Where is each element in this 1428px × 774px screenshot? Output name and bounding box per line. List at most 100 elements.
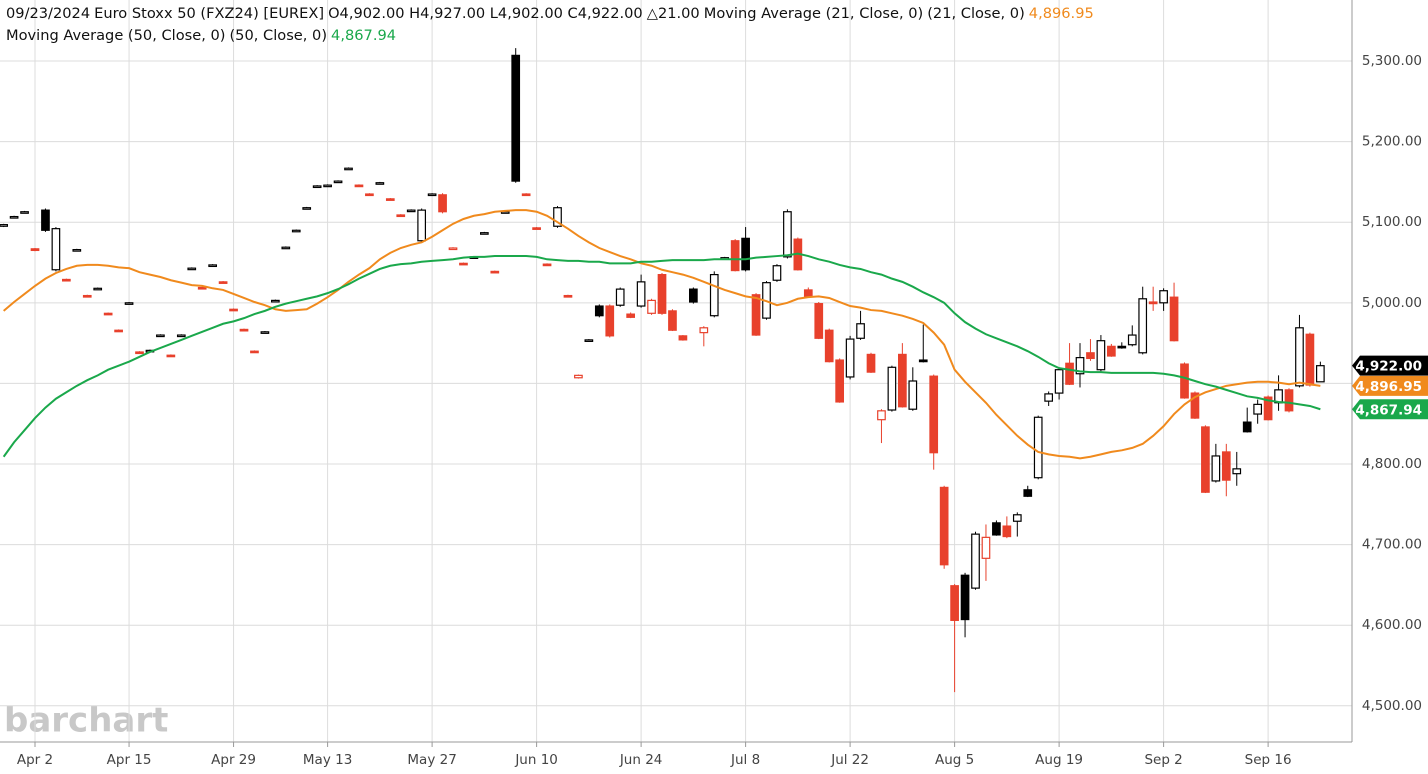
- candle-body: [594, 305, 604, 317]
- y-tick-label: 5,000.00: [1362, 295, 1422, 311]
- candle-body: [1221, 451, 1231, 481]
- candle-body: [1138, 298, 1148, 354]
- candle-body: [908, 380, 918, 410]
- candle-body: [239, 328, 249, 332]
- candle-body: [197, 286, 207, 290]
- x-tick-label: Aug 5: [935, 752, 974, 768]
- price-badge: [1352, 355, 1428, 376]
- x-tick-label: Aug 19: [1035, 752, 1083, 768]
- candle-body: [1127, 334, 1137, 346]
- candle-body: [365, 193, 374, 197]
- y-tick-label: 4,800.00: [1362, 456, 1422, 472]
- candle-body: [1190, 392, 1200, 419]
- candle-body: [218, 281, 228, 284]
- candle-body: [1159, 290, 1168, 304]
- candle-body: [62, 278, 71, 282]
- candle-body: [563, 294, 573, 298]
- candle-body: [427, 193, 437, 197]
- candle-body: [584, 339, 594, 342]
- candle-body: [772, 265, 782, 281]
- candle-body: [950, 585, 959, 621]
- candle-body: [574, 374, 583, 379]
- candle-body: [312, 185, 322, 189]
- candle-body: [960, 574, 970, 621]
- candle-body: [385, 198, 395, 201]
- candle-body: [354, 184, 364, 188]
- candle-body: [835, 359, 845, 403]
- x-tick-label: Sep 16: [1245, 752, 1292, 768]
- candle-body: [1316, 365, 1325, 383]
- candle-body: [1295, 327, 1304, 387]
- candle-body: [1242, 421, 1252, 433]
- candle-body: [511, 54, 521, 182]
- candle-body: [448, 247, 458, 251]
- candle-body: [406, 209, 416, 213]
- candle-body: [333, 180, 343, 184]
- price-badge: [1352, 375, 1428, 396]
- legend-entry: Moving Average (50, Close, 0): [6, 27, 226, 44]
- candle-body: [156, 334, 165, 338]
- change-label: △21.00: [646, 5, 700, 22]
- candle-body: [20, 211, 29, 214]
- candle-body: [166, 354, 176, 358]
- x-tick-label: Sep 2: [1144, 752, 1182, 768]
- candle-body: [281, 246, 291, 250]
- candle-body: [1096, 340, 1106, 371]
- candle-body: [1086, 352, 1095, 360]
- candle-body: [135, 351, 144, 355]
- legend-params: (50, Close, 0): [229, 27, 328, 44]
- candle-body: [229, 308, 238, 312]
- moving-average-line: [3, 209, 1321, 460]
- candle-body: [553, 207, 562, 227]
- candle-body: [1065, 362, 1074, 385]
- candle-body: [668, 310, 677, 331]
- candle-body: [657, 274, 667, 314]
- x-tick-label: Jun 10: [514, 752, 558, 768]
- candle-body: [741, 237, 750, 271]
- legend-entry: Moving Average (21, Close, 0): [703, 5, 924, 22]
- y-tick-label: 4,600.00: [1362, 617, 1422, 633]
- candle-body: [1033, 416, 1043, 479]
- candle-body: [521, 193, 531, 197]
- candle-body: [187, 267, 197, 271]
- y-tick-label: 4,700.00: [1362, 537, 1422, 553]
- candle-body: [302, 207, 312, 210]
- candle-body: [1117, 345, 1127, 349]
- legend-params: (21, Close, 0): [927, 5, 1025, 22]
- x-tick-label: Apr 2: [17, 752, 53, 768]
- candle-body: [490, 270, 500, 274]
- moving-average-line: [2, 252, 1321, 458]
- price-badge-label: 4,867.94: [1355, 402, 1422, 418]
- candle-body: [459, 262, 468, 266]
- candle-body: [647, 299, 656, 314]
- candle-body: [1002, 525, 1012, 538]
- candle-body: [1305, 333, 1315, 386]
- x-tick-label: Jul 22: [830, 752, 869, 768]
- candle-body: [783, 211, 792, 258]
- candle-body: [1107, 345, 1116, 357]
- candle-body: [981, 536, 991, 559]
- candle-body: [1180, 363, 1189, 399]
- candle-body: [344, 167, 353, 171]
- candle-body: [176, 334, 186, 338]
- candle-body: [103, 312, 113, 316]
- candle-body: [124, 302, 134, 305]
- header-line: 09/23/2024 Euro Stoxx 50 (FXZ24) [EUREX] O…: [6, 3, 1098, 25]
- candle-body: [689, 288, 698, 303]
- candle-body: [542, 263, 552, 267]
- candle-body: [845, 338, 855, 378]
- candle-body: [866, 353, 876, 373]
- candle-body: [856, 323, 865, 339]
- candle-body: [615, 288, 625, 306]
- candle-body: [260, 331, 270, 334]
- candle-body: [51, 228, 61, 271]
- candle-body: [929, 375, 939, 454]
- candle-body: [72, 249, 82, 252]
- candle-body: [417, 209, 427, 242]
- x-tick-label: Apr 15: [107, 752, 152, 768]
- candle-body: [803, 289, 813, 297]
- candle-body: [626, 313, 636, 318]
- candle-body: [605, 305, 615, 337]
- x-tick-label: Apr 29: [211, 752, 256, 768]
